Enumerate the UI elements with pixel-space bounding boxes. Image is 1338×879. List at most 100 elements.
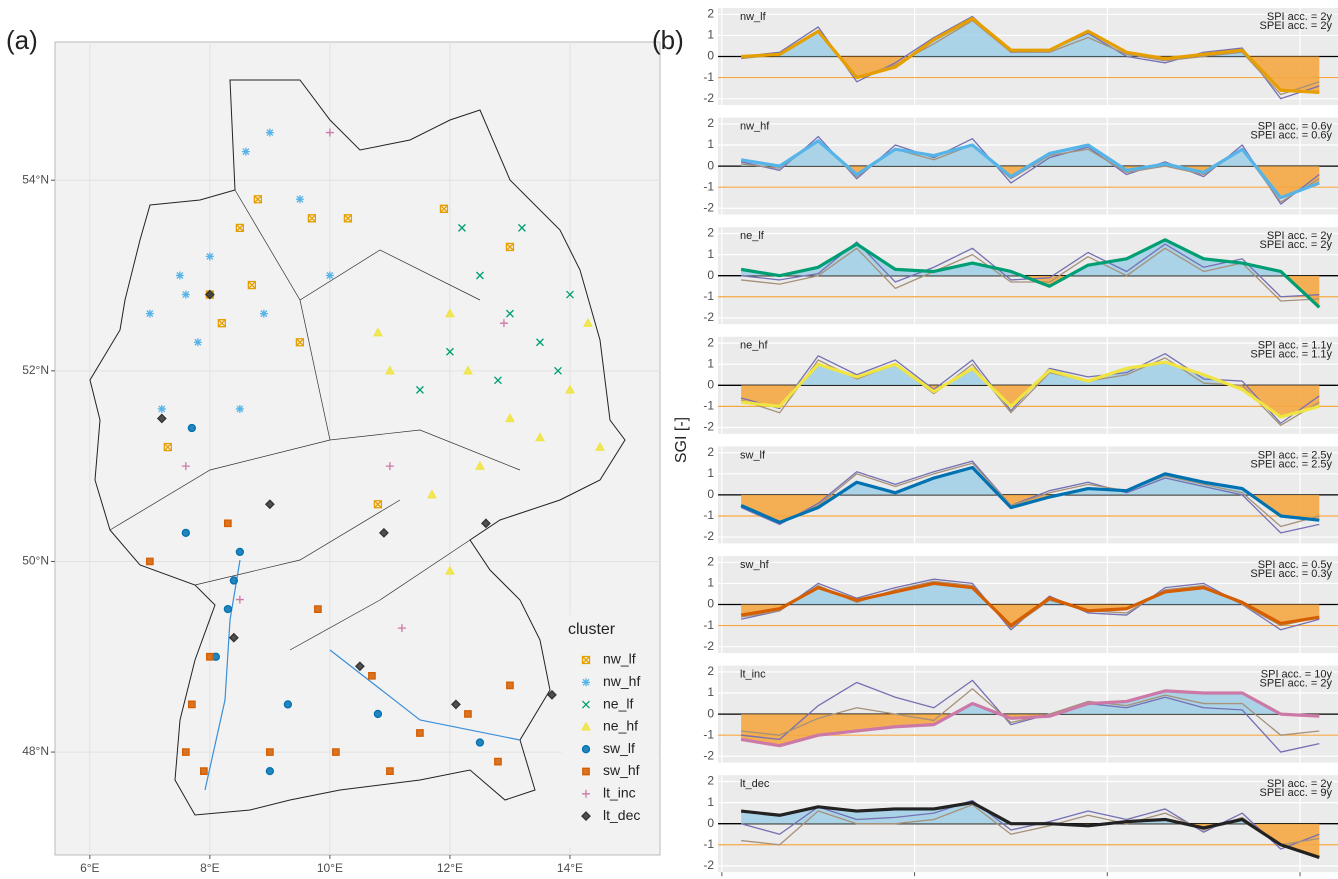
- point: [145, 309, 154, 318]
- sgi-line: [740, 465, 1320, 524]
- point: [373, 709, 383, 719]
- point: [494, 757, 502, 766]
- point: [211, 652, 221, 661]
- point: [535, 432, 545, 442]
- sgi-line: [740, 360, 1320, 419]
- deficit-area: [1049, 823, 1320, 858]
- panel-title: ne_hf: [740, 340, 768, 352]
- y-tick-label: -1: [703, 837, 714, 851]
- legend-marker: [581, 721, 591, 731]
- point: [265, 766, 275, 776]
- legend-marker: [582, 767, 590, 776]
- deficit-area: [741, 385, 1320, 417]
- index-line: [740, 462, 1320, 528]
- sgi-line: [740, 139, 1320, 200]
- y-tick-label: -1: [703, 179, 714, 193]
- legend-marker: [581, 745, 591, 754]
- y-tick-label: 52°N: [22, 363, 49, 377]
- annotation: SPI acc. = 0.5y: [1258, 559, 1333, 571]
- legend-label: ne_hf: [603, 718, 638, 734]
- panel-title: nw_hf: [740, 121, 770, 133]
- point: [445, 565, 455, 575]
- y-tick-label: -1: [703, 399, 714, 413]
- panel-label: (b): [652, 25, 684, 55]
- point: [475, 460, 485, 470]
- deficit-area: [741, 604, 1320, 626]
- point: [295, 195, 304, 204]
- point: [145, 557, 154, 566]
- surplus-area: [837, 467, 1252, 495]
- annotation: SPI acc. = 1.1y: [1258, 340, 1333, 352]
- surplus-area: [741, 583, 1320, 605]
- point: [247, 280, 257, 290]
- legend-label: nw_lf: [603, 651, 636, 667]
- annotation: SPEI acc. = 2y: [1260, 239, 1333, 251]
- point: [206, 652, 214, 661]
- point: [445, 347, 454, 356]
- point: [223, 604, 233, 614]
- sgi-line: [740, 238, 1321, 309]
- x-tick-label: 12°E: [437, 861, 463, 875]
- point: [259, 309, 268, 318]
- y-tick-label: -2: [703, 529, 714, 543]
- point: [463, 365, 473, 375]
- map-panel: [54, 41, 661, 856]
- y-tick-label: -1: [703, 618, 714, 632]
- panel-title: nw_lf: [740, 11, 767, 23]
- y-tick-label: 54°N: [22, 172, 49, 186]
- point: [181, 748, 190, 756]
- country-outline: [89, 79, 626, 816]
- panel-title: lt_inc: [740, 669, 766, 681]
- point: [235, 223, 245, 233]
- point: [228, 632, 239, 643]
- panel-title: lt_dec: [740, 778, 770, 790]
- point: [439, 204, 449, 213]
- point: [241, 147, 250, 156]
- annotation: SPI acc. = 2.5y: [1258, 449, 1333, 461]
- point: [264, 499, 275, 510]
- point: [235, 404, 244, 413]
- annotation: SPEI acc. = 2y: [1260, 20, 1333, 32]
- legend-marker: [582, 678, 590, 687]
- point: [445, 308, 455, 318]
- point: [415, 385, 424, 394]
- annotation: SPEI acc. = 0.6y: [1250, 130, 1332, 142]
- y-tick-label: 0: [707, 268, 714, 282]
- point: [193, 338, 202, 347]
- index-line: [741, 247, 1320, 302]
- y-tick-label: 48°N: [22, 744, 49, 758]
- y-tick-label: 2: [707, 554, 714, 568]
- point: [199, 767, 208, 775]
- point: [343, 214, 353, 223]
- state-borders: [109, 189, 521, 651]
- annotation: SPEI acc. = 9y: [1260, 787, 1333, 799]
- y-tick-label: 0: [707, 158, 714, 172]
- point: [163, 442, 172, 452]
- y-tick-label: 0: [707, 816, 714, 830]
- point: [325, 271, 334, 280]
- panel-title: sw_lf: [740, 449, 766, 461]
- y-tick-label: -2: [703, 858, 714, 872]
- annotation: SPI acc. = 2y: [1267, 230, 1333, 242]
- y-tick-label: 1: [707, 247, 714, 261]
- point: [565, 384, 575, 394]
- point: [505, 242, 515, 252]
- legend-title: cluster: [568, 621, 616, 638]
- point: [332, 748, 340, 756]
- point: [283, 700, 293, 709]
- point: [235, 595, 244, 604]
- point: [217, 319, 227, 328]
- point: [554, 366, 562, 375]
- point: [204, 289, 215, 300]
- y-tick-label: -1: [703, 727, 714, 741]
- point: [229, 576, 239, 585]
- y-tick-label: -1: [703, 508, 714, 522]
- point: [224, 519, 232, 528]
- x-tick-label: 10°E: [317, 861, 343, 875]
- y-tick-label: -2: [703, 200, 714, 214]
- point: [314, 605, 322, 613]
- sgi-line: [741, 16, 1320, 94]
- point: [457, 223, 466, 232]
- legend-label: sw_hf: [603, 762, 640, 778]
- legend-label: ne_lf: [603, 695, 633, 711]
